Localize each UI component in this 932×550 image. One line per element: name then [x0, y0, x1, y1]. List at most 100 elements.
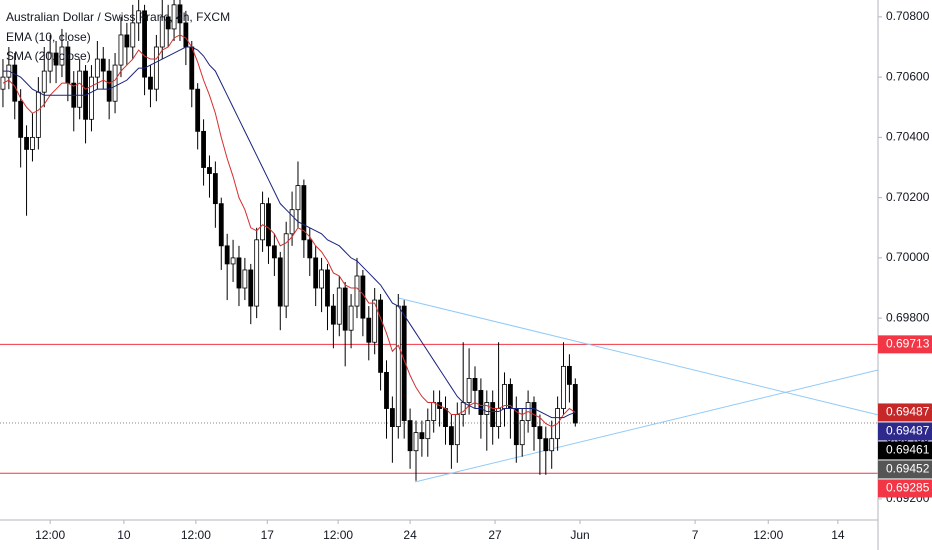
candle-body: [89, 76, 94, 120]
candle-body: [572, 384, 578, 424]
candle-body: [118, 34, 124, 66]
y-tick-label: 0.69800: [886, 310, 930, 324]
candle-body: [313, 257, 319, 289]
candle-body: [207, 167, 212, 174]
candle-body: [159, 16, 165, 48]
candle-body: [389, 408, 395, 428]
candle-body: [283, 233, 289, 307]
candle-body: [254, 239, 260, 307]
y-tick-label: 0.70200: [886, 190, 930, 204]
candle-body: [443, 408, 448, 428]
price-label: 0.69487: [886, 405, 930, 419]
candle-body: [484, 402, 490, 415]
candle-body: [425, 420, 431, 440]
candle-body: [242, 269, 248, 289]
price-label: 0.69487: [886, 424, 930, 438]
candle-body: [549, 438, 555, 452]
candle-body: [319, 269, 324, 289]
candle-body: [24, 136, 29, 150]
candle-body: [431, 402, 437, 421]
price-label: 0.69452: [886, 462, 930, 476]
candle-body: [236, 257, 242, 289]
price-label-box: [878, 460, 932, 479]
candle-body: [18, 100, 24, 138]
y-tick-label: 0.70600: [886, 69, 930, 83]
plot-area: [0, 0, 879, 483]
candle-body: [77, 70, 83, 108]
candle-body: [183, 22, 189, 48]
price-label: 0.69285: [886, 481, 930, 495]
x-tick-label: 24: [403, 528, 417, 542]
candle-body: [248, 269, 254, 307]
candle-body: [507, 384, 513, 409]
x-tick-label: Jun: [570, 528, 589, 542]
price-label-box: [878, 479, 932, 498]
candle-body: [372, 299, 378, 343]
candle-body: [171, 4, 177, 30]
candle-body: [307, 239, 313, 259]
candle-body: [153, 46, 159, 90]
candle-body: [112, 64, 118, 102]
price-label-box: [878, 335, 932, 354]
candle-body: [561, 365, 566, 409]
chart-title: Australian Dollar / Swiss Franc, 4h, FXC…: [6, 10, 230, 24]
candle-body: [136, 10, 142, 24]
candle-body: [401, 305, 407, 421]
candle-body: [519, 420, 525, 446]
price-label: 0.69461: [886, 443, 930, 457]
candle-body: [189, 46, 195, 90]
candle-body: [224, 245, 230, 265]
candle-body: [106, 70, 112, 102]
y-tick-label: 0.70800: [886, 9, 930, 23]
moving-average-line: [2, 46, 576, 419]
trend-line: [414, 369, 879, 483]
candle-body: [354, 275, 360, 307]
trend-line: [398, 297, 879, 416]
candle-body: [448, 426, 454, 446]
candle-body: [330, 305, 336, 325]
candle-body: [100, 58, 106, 72]
x-tick-label: 12:00: [181, 528, 211, 542]
x-tick-label: 12:00: [35, 528, 65, 542]
candle-body: [295, 185, 301, 211]
candle-body: [41, 70, 47, 93]
candle-body: [165, 16, 171, 30]
candle-body: [218, 203, 224, 247]
candle-body: [366, 317, 372, 343]
candle-body: [407, 420, 413, 452]
candle-body: [348, 305, 354, 331]
candle-body: [142, 10, 147, 78]
price-label: 0.69713: [886, 337, 930, 351]
candle-body: [277, 257, 283, 307]
legend-entry: EMA (10, close): [6, 30, 91, 44]
candle-body: [342, 287, 348, 331]
x-tick-label: 17: [261, 528, 275, 542]
candle-body: [419, 432, 425, 440]
candle-body: [212, 173, 218, 205]
candle-body: [266, 203, 271, 247]
candle-body: [124, 34, 130, 48]
candle-body: [289, 209, 295, 235]
candle-body: [260, 203, 265, 241]
x-tick-label: 12:00: [753, 528, 783, 542]
candle-body: [94, 58, 100, 78]
candle-body: [148, 76, 153, 90]
legend-entry: SMA (20, close): [6, 49, 91, 63]
y-tick-label: 0.70400: [886, 130, 930, 144]
candle-body: [53, 52, 59, 66]
y-tick-label: 0.70000: [886, 250, 930, 264]
candle-body: [47, 52, 53, 72]
candle-body: [177, 4, 183, 24]
candle-body: [12, 64, 18, 102]
candle-body: [395, 305, 401, 428]
candle-body: [472, 378, 478, 391]
price-label-box: [878, 422, 932, 441]
x-tick-label: 12:00: [323, 528, 353, 542]
x-tick-label: 27: [488, 528, 502, 542]
moving-average-line: [2, 34, 576, 428]
candle-body: [478, 390, 484, 415]
x-tick-label: 10: [117, 528, 131, 542]
candle-body: [301, 185, 307, 241]
